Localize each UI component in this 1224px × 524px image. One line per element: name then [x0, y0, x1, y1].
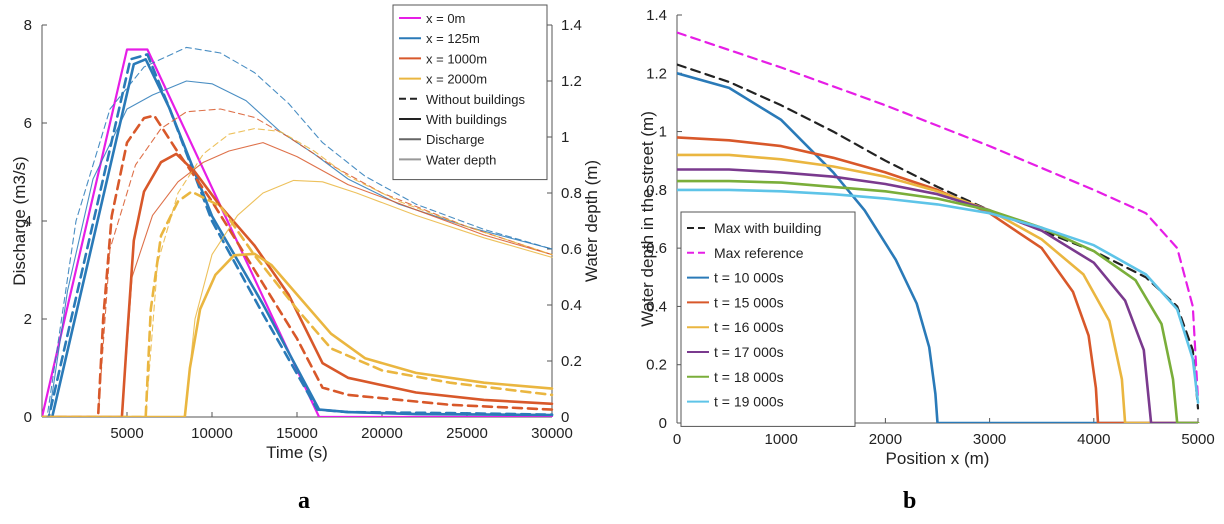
y2-tick-label: 1.2	[561, 73, 582, 90]
x-tick-label: 1000	[765, 431, 798, 448]
legend-label: t = 15 000s	[714, 294, 784, 310]
y-axis-label: Water depth in the street (m)	[638, 111, 657, 327]
y-tick-label: 0.6	[646, 240, 667, 257]
series-line-6	[42, 252, 554, 417]
legend-label: x = 2000m	[426, 72, 487, 87]
y2-tick-label: 0	[561, 409, 569, 426]
y-axis-label: Discharge (m3/s)	[10, 156, 29, 285]
legend: Max with building Max reference t = 10 000…	[680, 211, 856, 427]
y-tick-label: 1.4	[646, 7, 667, 24]
legend-label: Max with building	[714, 220, 821, 236]
series-group	[677, 31, 1200, 423]
y2-tick-label: 0.4	[561, 297, 582, 314]
legend-label: x = 0m	[426, 11, 465, 26]
y2-tick-label: 0.2	[561, 353, 582, 370]
series-line-5	[42, 114, 554, 417]
legend-label: x = 125m	[426, 31, 480, 46]
y2-tick-label: 1	[561, 129, 569, 146]
legend-label: t = 16 000s	[714, 319, 784, 335]
x-tick-label: 0	[673, 431, 681, 448]
legend: x = 0m x = 125m x = 1000m x = 2000m Without …	[392, 4, 548, 181]
y-tick-label: 8	[24, 17, 32, 34]
series-line-12	[42, 179, 553, 417]
y-tick-label: 0.8	[646, 182, 667, 199]
y2-axis-label: Water depth (m)	[582, 160, 601, 282]
y2-tick-label: 1.4	[561, 17, 582, 34]
series-line-8	[42, 80, 553, 417]
legend-label: t = 17 000s	[714, 344, 784, 360]
legend-label: With buildings	[426, 112, 507, 127]
x-tick-label: 20000	[361, 425, 403, 442]
series-line-3	[677, 72, 1200, 423]
series-group	[42, 46, 554, 417]
legend-label: Max reference	[714, 245, 804, 261]
y-tick-label: 4	[24, 213, 32, 230]
y-tick-label: 0.4	[646, 298, 667, 315]
x-tick-label: 15000	[276, 425, 318, 442]
y-tick-label: 0	[24, 409, 32, 426]
legend-label: Water depth	[426, 152, 496, 167]
series-line-8	[677, 188, 1200, 404]
x-tick-label: 5000	[110, 425, 143, 442]
y-tick-label: 0	[659, 415, 667, 432]
series-line-9	[42, 46, 553, 417]
y2-tick-label: 0.6	[561, 241, 582, 258]
x-tick-label: 10000	[191, 425, 233, 442]
series-line-7	[677, 179, 1200, 423]
legend-label: t = 18 000s	[714, 369, 784, 385]
series-line-7	[42, 190, 554, 417]
y-tick-label: 1	[659, 124, 667, 141]
series-line-1	[42, 48, 554, 417]
panel-b: 0 1000 2000 3000 4000 5000 0 0.2 0.4 0.6 0.8 1 1.2 1.…	[638, 7, 1215, 468]
y-tick-label: 2	[24, 311, 32, 328]
panel-a: 5000 10000 15000 20000 25000 300000246800.20.…	[10, 4, 601, 462]
legend-box	[392, 4, 548, 181]
x-axis-label: Position x (m)	[886, 449, 990, 468]
y-tick-label: 6	[24, 115, 32, 132]
panel-label-b: b	[903, 488, 917, 514]
y-tick-label: 0.2	[646, 357, 667, 374]
x-tick-label: 30000	[531, 425, 573, 442]
series-line-13	[42, 128, 553, 417]
y-tick-label: 1.2	[646, 65, 667, 82]
legend-label: Without buildings	[426, 92, 525, 107]
legend-label: t = 19 000s	[714, 394, 784, 410]
legend-box	[680, 211, 856, 427]
y2-tick-label: 0.8	[561, 185, 582, 202]
legend-label: Discharge	[426, 132, 485, 147]
legend-label: x = 1000m	[426, 51, 487, 66]
legend-label: t = 10 000s	[714, 270, 784, 286]
x-tick-label: 2000	[869, 431, 902, 448]
x-tick-label: 3000	[973, 431, 1006, 448]
series-line-10	[42, 142, 553, 417]
series-line-3	[42, 53, 554, 417]
x-axis-label: Time (s)	[266, 443, 328, 462]
x-tick-label: 25000	[446, 425, 488, 442]
x-tick-label: 4000	[1077, 431, 1110, 448]
panel-label-a: a	[298, 488, 310, 514]
series-line-2	[677, 31, 1200, 401]
x-tick-label: 5000	[1181, 431, 1214, 448]
series-line-4	[42, 152, 554, 417]
